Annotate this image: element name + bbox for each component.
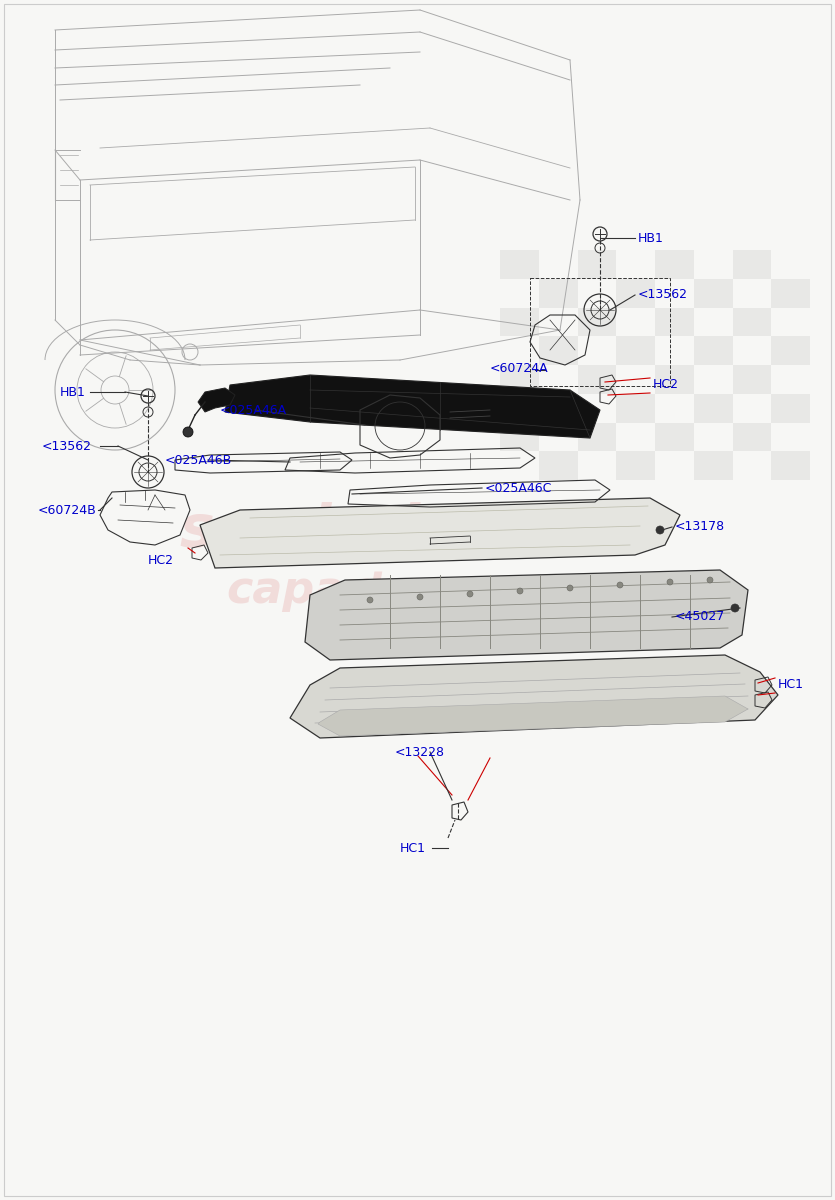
- Bar: [616, 451, 655, 480]
- Text: HB1: HB1: [60, 385, 86, 398]
- Text: <60724B: <60724B: [38, 504, 97, 516]
- Bar: [772, 394, 810, 422]
- Circle shape: [656, 526, 664, 534]
- Circle shape: [731, 604, 739, 612]
- Bar: [655, 365, 694, 394]
- Circle shape: [567, 584, 573, 590]
- Polygon shape: [225, 374, 600, 438]
- Polygon shape: [290, 655, 778, 738]
- Bar: [539, 394, 578, 422]
- Bar: [694, 278, 732, 307]
- Circle shape: [367, 596, 373, 602]
- Bar: [732, 422, 772, 451]
- Text: <025A46B: <025A46B: [165, 454, 232, 467]
- Bar: [772, 451, 810, 480]
- Text: scuderia: scuderia: [180, 502, 460, 558]
- Text: <025A46C: <025A46C: [485, 481, 553, 494]
- Polygon shape: [318, 696, 748, 736]
- Text: <13562: <13562: [638, 288, 688, 301]
- Bar: [500, 365, 539, 394]
- Bar: [732, 307, 772, 336]
- Text: HC2: HC2: [653, 378, 679, 391]
- Text: caparts: caparts: [226, 569, 414, 612]
- Bar: [616, 394, 655, 422]
- Bar: [616, 336, 655, 365]
- Bar: [578, 365, 616, 394]
- Bar: [655, 250, 694, 278]
- Circle shape: [707, 577, 713, 583]
- Bar: [539, 278, 578, 307]
- Text: <45027: <45027: [675, 611, 726, 624]
- Circle shape: [517, 588, 523, 594]
- Text: <025A46A: <025A46A: [220, 403, 287, 416]
- Bar: [578, 422, 616, 451]
- Bar: [732, 250, 772, 278]
- Bar: [772, 336, 810, 365]
- Text: HB1: HB1: [638, 232, 664, 245]
- Bar: [578, 307, 616, 336]
- Bar: [694, 336, 732, 365]
- Bar: [578, 250, 616, 278]
- Text: <13562: <13562: [42, 439, 92, 452]
- Bar: [732, 365, 772, 394]
- Bar: [500, 307, 539, 336]
- Circle shape: [467, 590, 473, 596]
- Polygon shape: [305, 570, 748, 660]
- Bar: [500, 250, 539, 278]
- Text: HC2: HC2: [148, 553, 174, 566]
- Text: HC1: HC1: [400, 841, 426, 854]
- Bar: [694, 394, 732, 422]
- Bar: [539, 451, 578, 480]
- Text: <60724A: <60724A: [490, 361, 549, 374]
- Circle shape: [667, 578, 673, 584]
- Bar: [772, 278, 810, 307]
- Bar: [500, 422, 539, 451]
- Bar: [694, 451, 732, 480]
- Bar: [655, 307, 694, 336]
- Text: <13228: <13228: [395, 745, 445, 758]
- Bar: [655, 422, 694, 451]
- Bar: [539, 336, 578, 365]
- Bar: [616, 278, 655, 307]
- Text: HC1: HC1: [778, 678, 804, 691]
- Text: <13178: <13178: [675, 521, 725, 534]
- Circle shape: [617, 582, 623, 588]
- Polygon shape: [198, 388, 235, 412]
- Polygon shape: [200, 498, 680, 568]
- Circle shape: [417, 594, 423, 600]
- Circle shape: [183, 427, 193, 437]
- Bar: [530, 278, 670, 386]
